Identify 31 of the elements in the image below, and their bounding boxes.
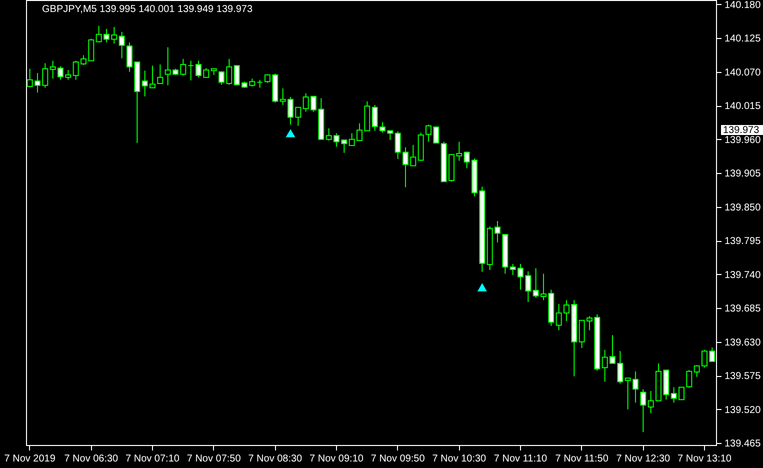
y-tick-label: 139.740 <box>724 270 762 281</box>
x-tick-label: 7 Nov 11:10 <box>494 454 548 464</box>
candlestick <box>686 370 692 388</box>
x-tick-label: 7 Nov 09:10 <box>310 454 364 464</box>
y-tick-label: 140.070 <box>724 67 762 78</box>
x-tick-label: 7 Nov 10:30 <box>432 454 487 464</box>
y-tick-label: 139.465 <box>724 438 762 450</box>
x-tick-label: 7 Nov 13:10 <box>678 454 732 464</box>
y-tick-label: 139.630 <box>724 337 762 348</box>
y-tick-label: 139.960 <box>724 134 762 146</box>
y-tick-label: 139.795 <box>724 236 762 248</box>
x-tick-label: 7 Nov 07:10 <box>126 454 180 464</box>
candlestick <box>188 60 194 81</box>
text: 139.973 <box>723 125 760 136</box>
x-tick-label: 7 Nov 2019 <box>4 454 56 464</box>
y-tick-label: 139.850 <box>724 202 762 214</box>
x-tick-label: 7 Nov 07:50 <box>186 454 242 464</box>
y-tick-label: 140.180 <box>724 0 762 11</box>
x-tick-label: 7 Nov 12:30 <box>616 454 671 464</box>
y-tick-label: 140.125 <box>724 34 762 45</box>
y-tick-label: 139.575 <box>724 371 762 382</box>
y-tick-label: 139.685 <box>724 304 762 315</box>
x-tick-label: 7 Nov 08:30 <box>248 454 303 464</box>
x-tick-label: 7 Nov 09:50 <box>370 454 426 464</box>
chart-title: GBPJPY,M5 139.995 140.001 139.949 139.973 <box>42 4 253 15</box>
y-tick-label: 140.015 <box>724 101 762 112</box>
candlestick <box>640 388 646 433</box>
y-tick-label: 139.905 <box>724 168 762 180</box>
x-tick-label: 7 Nov 11:50 <box>555 454 609 464</box>
y-tick-label: 139.520 <box>724 404 762 416</box>
x-tick-label: 7 Nov 06:30 <box>64 454 119 464</box>
